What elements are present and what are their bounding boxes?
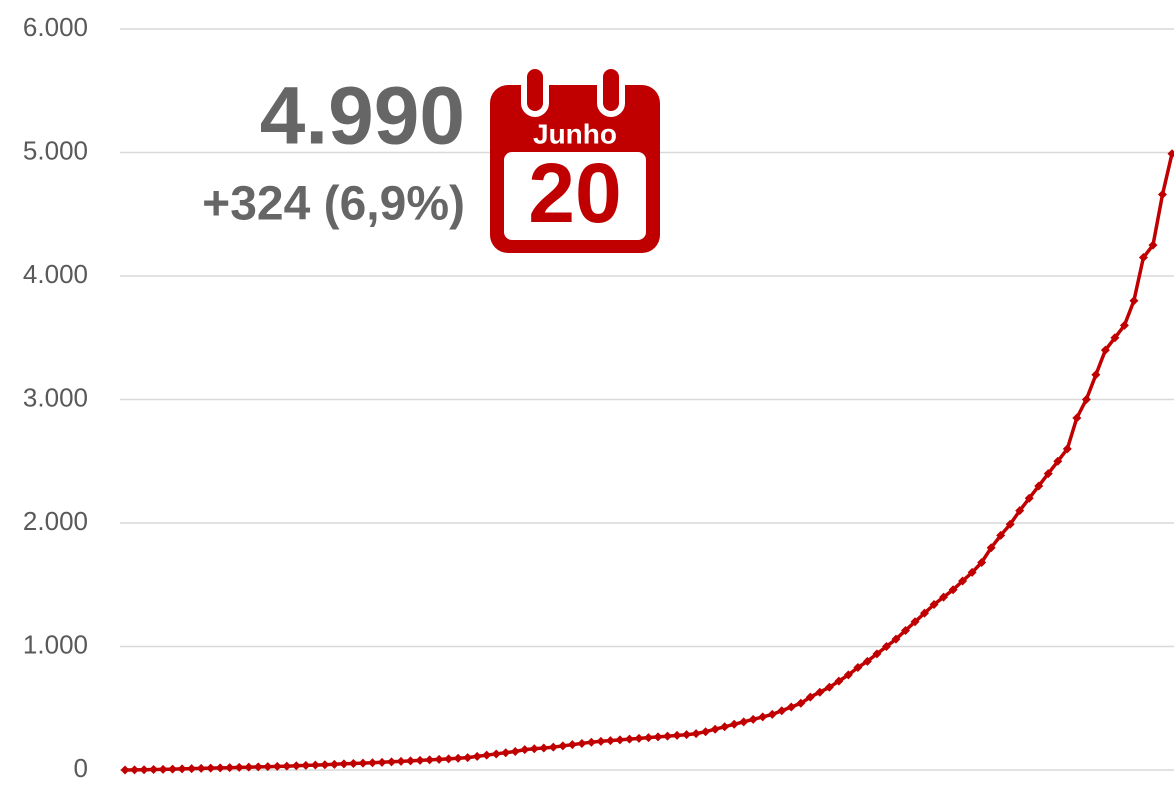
marker: [673, 731, 682, 740]
marker: [625, 735, 634, 744]
marker: [730, 720, 739, 729]
marker: [634, 734, 643, 743]
marker: [692, 729, 701, 738]
marker: [387, 757, 396, 766]
marker: [187, 764, 196, 773]
marker: [606, 736, 615, 745]
marker: [530, 744, 539, 753]
calendar-ring: [600, 66, 622, 114]
marker: [682, 730, 691, 739]
y-tick-label: 0: [74, 753, 88, 782]
marker: [558, 741, 567, 750]
marker: [444, 754, 453, 763]
marker: [720, 722, 729, 731]
marker: [1168, 149, 1174, 158]
marker: [397, 757, 406, 766]
marker: [311, 761, 320, 770]
marker: [358, 759, 367, 768]
marker: [654, 732, 663, 741]
y-tick-label: 3.000: [23, 382, 88, 412]
marker: [482, 751, 491, 760]
marker: [206, 764, 215, 773]
total-annotation: 4.990: [260, 71, 465, 162]
marker: [787, 703, 796, 712]
marker: [130, 765, 139, 774]
marker: [225, 763, 234, 772]
y-tick-label: 1.000: [23, 629, 88, 659]
marker: [501, 748, 510, 757]
marker: [377, 758, 386, 767]
marker: [777, 706, 786, 715]
marker: [368, 758, 377, 767]
marker: [121, 766, 130, 775]
marker: [140, 765, 149, 774]
marker: [216, 763, 225, 772]
marker: [615, 735, 624, 744]
marker: [768, 710, 777, 719]
change-annotation: +324 (6,9%): [202, 178, 465, 231]
marker: [425, 755, 434, 764]
marker: [663, 732, 672, 741]
marker: [292, 761, 301, 770]
marker: [568, 740, 577, 749]
marker: [406, 756, 415, 765]
y-tick-label: 6.000: [23, 12, 88, 42]
marker: [320, 760, 329, 769]
calendar-icon: Junho 20: [490, 66, 660, 253]
marker: [539, 744, 548, 753]
marker: [178, 764, 187, 773]
y-tick-label: 2.000: [23, 506, 88, 536]
marker: [454, 754, 463, 763]
marker: [711, 725, 720, 734]
marker: [492, 749, 501, 758]
marker: [339, 759, 348, 768]
marker: [301, 761, 310, 770]
marker: [435, 755, 444, 764]
marker: [701, 727, 710, 736]
marker: [1158, 190, 1167, 199]
marker: [1129, 296, 1138, 305]
marker: [511, 747, 520, 756]
marker: [1091, 370, 1100, 379]
marker: [416, 756, 425, 765]
marker: [587, 738, 596, 747]
y-tick-label: 5.000: [23, 135, 88, 165]
marker: [749, 715, 758, 724]
marker: [473, 752, 482, 761]
marker: [758, 712, 767, 721]
marker: [739, 717, 748, 726]
marker: [520, 745, 529, 754]
y-tick-label: 4.000: [23, 259, 88, 289]
marker: [197, 764, 206, 773]
marker: [463, 753, 472, 762]
marker: [159, 765, 168, 774]
calendar-month: Junho: [533, 118, 617, 149]
marker: [330, 760, 339, 769]
calendar-ring: [524, 66, 546, 114]
marker: [168, 765, 177, 774]
marker: [577, 739, 586, 748]
marker: [349, 759, 358, 768]
calendar-day: 20: [528, 146, 621, 240]
marker: [596, 737, 605, 746]
marker: [149, 765, 158, 774]
marker: [644, 733, 653, 742]
marker: [549, 743, 558, 752]
